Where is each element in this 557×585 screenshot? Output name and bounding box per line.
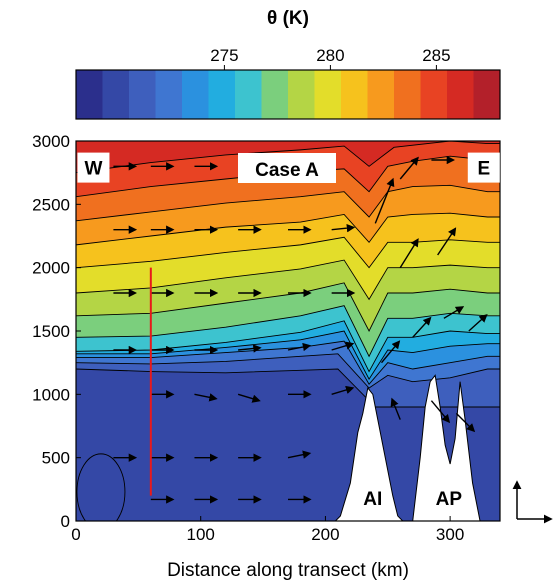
- colorbar-swatch: [209, 70, 236, 119]
- colorbar-swatch: [341, 70, 368, 119]
- colorbar-swatch: [235, 70, 262, 119]
- colorbar-swatch: [262, 70, 289, 119]
- x-tick-label: 0: [71, 525, 80, 544]
- terrain-label: AI: [363, 489, 382, 510]
- y-tick-label: 500: [42, 449, 70, 468]
- colorbar-swatch: [315, 70, 342, 119]
- y-tick-label: 2000: [32, 259, 70, 278]
- corner-label: W: [84, 159, 102, 180]
- colorbar-ticks: 275 280 285: [210, 46, 450, 70]
- colorbar-swatch: [368, 70, 395, 119]
- colorbar-swatch: [474, 70, 501, 119]
- colorbar-swatch: [103, 70, 130, 119]
- x-tick-label: 300: [436, 525, 464, 544]
- y-tick-label: 0: [61, 512, 70, 531]
- y-axis: 0 500 1000 1500 2000 2500 3000: [32, 132, 81, 531]
- colorbar-swatch: [421, 70, 448, 119]
- y-tick-label: 2500: [32, 195, 70, 214]
- x-axis-label: Distance along transect (km): [167, 560, 409, 581]
- colorbar-swatch: [288, 70, 315, 119]
- colorbar-tick-label: 285: [422, 46, 450, 65]
- axes-arrows-icon: [517, 482, 551, 519]
- corner-label: E: [477, 159, 490, 180]
- chart-title: Case A: [255, 160, 319, 181]
- colorbar-swatch: [76, 70, 103, 119]
- x-tick-label: 100: [187, 525, 215, 544]
- colorbar: [76, 70, 501, 119]
- colorbar-swatch: [447, 70, 474, 119]
- colorbar-tick-label: 280: [316, 46, 344, 65]
- terrain-label: AP: [436, 489, 463, 510]
- colorbar-swatch: [156, 70, 183, 119]
- y-tick-label: 1000: [32, 385, 70, 404]
- colorbar-swatch: [394, 70, 421, 119]
- colorbar-tick-label: 275: [210, 46, 238, 65]
- colorbar-swatch: [182, 70, 209, 119]
- colorbar-label: θ (K): [267, 8, 309, 29]
- y-tick-label: 1500: [32, 322, 70, 341]
- x-tick-label: 200: [311, 525, 339, 544]
- colorbar-swatch: [129, 70, 156, 119]
- y-tick-label: 3000: [32, 132, 70, 151]
- title-box: Case A: [238, 153, 336, 183]
